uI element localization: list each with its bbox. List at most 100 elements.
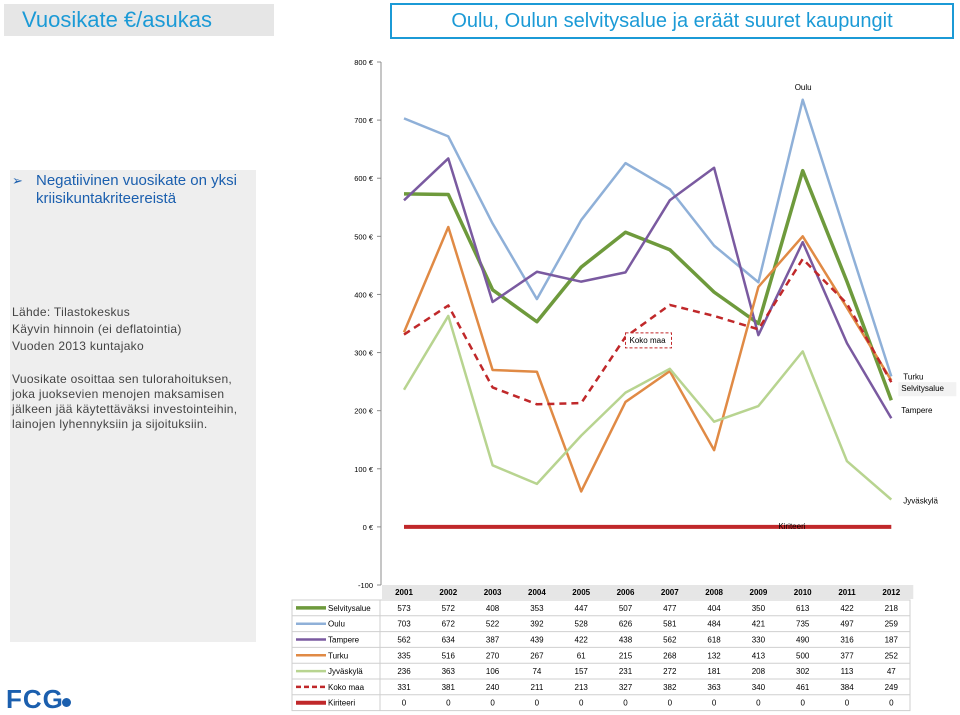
table-cell: 363 bbox=[442, 667, 456, 676]
series-annotation: Jyväskylä bbox=[903, 497, 938, 506]
y-tick-label: 0 € bbox=[363, 523, 374, 532]
table-cell: 613 bbox=[796, 604, 810, 613]
source-info: Lähde: Tilastokeskus Käyvin hinnoin (ei … bbox=[12, 304, 256, 355]
table-cell: 404 bbox=[707, 604, 721, 613]
y-tick-label: 800 € bbox=[354, 58, 374, 67]
table-cell: 0 bbox=[889, 699, 894, 708]
table-cell: 384 bbox=[840, 683, 854, 692]
label-background bbox=[898, 382, 957, 397]
table-cell: 377 bbox=[840, 651, 854, 660]
table-cell: 0 bbox=[712, 699, 717, 708]
label-box bbox=[625, 332, 672, 349]
y-tick-label: 500 € bbox=[354, 232, 374, 241]
table-cell: 703 bbox=[397, 620, 411, 629]
slide-subtitle-box: Oulu, Oulun selvitysalue ja eräät suuret… bbox=[390, 3, 954, 39]
table-cell: 218 bbox=[885, 604, 899, 613]
table-cell: 231 bbox=[619, 667, 633, 676]
table-cell: 0 bbox=[756, 699, 761, 708]
table-cell: 47 bbox=[887, 667, 896, 676]
series-annotation: Turku bbox=[903, 372, 923, 381]
x-tick-label: 2007 bbox=[661, 588, 679, 597]
table-cell: 249 bbox=[885, 683, 899, 692]
x-tick-label: 2002 bbox=[439, 588, 457, 597]
y-tick-label: 700 € bbox=[354, 116, 374, 125]
table-cell: 408 bbox=[486, 604, 500, 613]
y-tick-label: 300 € bbox=[354, 349, 374, 358]
y-axis: -100 0 € 100 € 200 € 300 € 400 € 500 € 600 € 700… bbox=[354, 58, 382, 590]
legend-label: Oulu bbox=[328, 620, 345, 629]
table-cell: 422 bbox=[575, 636, 589, 645]
series-annotation: Tampere bbox=[901, 406, 933, 415]
series-line-oulu bbox=[403, 98, 893, 377]
table-cell: 522 bbox=[486, 620, 500, 629]
table-cell: 268 bbox=[663, 651, 677, 660]
series-line-turku bbox=[402, 225, 893, 493]
table-cell: 270 bbox=[486, 651, 500, 660]
y-tick-label: 400 € bbox=[354, 290, 374, 299]
table-cell: 363 bbox=[707, 683, 721, 692]
table-cell: 0 bbox=[402, 699, 407, 708]
table-cell: 74 bbox=[532, 667, 541, 676]
table-cell: 447 bbox=[575, 604, 589, 613]
y-tick-label: 100 € bbox=[354, 465, 374, 474]
table-cell: 382 bbox=[663, 683, 677, 692]
series-annotation: Kiriteeri bbox=[778, 522, 805, 531]
table-cell: 387 bbox=[486, 636, 500, 645]
table-cell: 461 bbox=[796, 683, 810, 692]
series-annotation: Oulu bbox=[795, 83, 812, 92]
table-cell: 267 bbox=[530, 651, 544, 660]
table-cell: 132 bbox=[707, 651, 721, 660]
legend-label: Jyväskylä bbox=[328, 667, 363, 676]
x-tick-label: 2001 bbox=[395, 588, 413, 597]
table-cell: 157 bbox=[575, 667, 589, 676]
series-annotation: Selvitysalue bbox=[901, 384, 944, 393]
table-cell: 413 bbox=[752, 651, 766, 660]
table-cell: 0 bbox=[623, 699, 628, 708]
table-cell: 0 bbox=[845, 699, 850, 708]
table-cell: 215 bbox=[619, 651, 633, 660]
y-tick-label: -100 bbox=[358, 581, 373, 590]
x-tick-label: 2005 bbox=[572, 588, 590, 597]
x-tick-label: 2006 bbox=[617, 588, 635, 597]
series-line-selvitysalue bbox=[403, 168, 893, 401]
series-line-jyv-skyl- bbox=[402, 314, 893, 501]
table-cell: 634 bbox=[442, 636, 456, 645]
table-cell: 439 bbox=[530, 636, 544, 645]
table-cell: 562 bbox=[663, 636, 677, 645]
table-cell: 236 bbox=[397, 667, 411, 676]
table-header-bg bbox=[382, 585, 914, 599]
fcg-logo: FCG bbox=[6, 684, 64, 714]
table-cell: 187 bbox=[885, 636, 899, 645]
table-cell: 331 bbox=[397, 683, 411, 692]
table-cell: 573 bbox=[397, 604, 411, 613]
table-cell: 421 bbox=[752, 620, 766, 629]
table-cell: 350 bbox=[752, 604, 766, 613]
legend-label: Selvitysalue bbox=[328, 604, 371, 613]
table-cell: 106 bbox=[486, 667, 500, 676]
arrow-bullet-icon: ➢ bbox=[12, 173, 23, 188]
table-cell: 484 bbox=[707, 620, 721, 629]
legend-label: Koko maa bbox=[328, 683, 365, 692]
table-cell: 0 bbox=[668, 699, 673, 708]
table-cell: 0 bbox=[535, 699, 540, 708]
table-cell: 113 bbox=[841, 667, 854, 676]
definition-note: Vuosikate osoittaa sen tulorahoituksen, … bbox=[12, 372, 238, 431]
x-tick-label: 2010 bbox=[794, 588, 812, 597]
table-cell: 0 bbox=[490, 699, 495, 708]
x-tick-label: 2008 bbox=[705, 588, 723, 597]
table-cell: 61 bbox=[577, 651, 586, 660]
table-cell: 618 bbox=[707, 636, 721, 645]
table-cell: 272 bbox=[663, 667, 677, 676]
table-cell: 211 bbox=[531, 683, 544, 692]
table-cell: 392 bbox=[530, 620, 544, 629]
slide-title: Vuosikate €/asukas bbox=[4, 4, 274, 36]
source-line: Käyvin hinnoin (ei deflatointia) bbox=[12, 322, 182, 336]
x-tick-label: 2009 bbox=[750, 588, 768, 597]
fcg-logo-dot bbox=[62, 698, 71, 707]
bullet-text: Negatiivinen vuosikate on yksi kriisikun… bbox=[36, 172, 237, 207]
table-cell: 181 bbox=[707, 667, 721, 676]
x-tick-label: 2004 bbox=[528, 588, 546, 597]
table-cell: 353 bbox=[530, 604, 544, 613]
table-cell: 0 bbox=[579, 699, 584, 708]
legend-label: Tampere bbox=[328, 636, 360, 645]
